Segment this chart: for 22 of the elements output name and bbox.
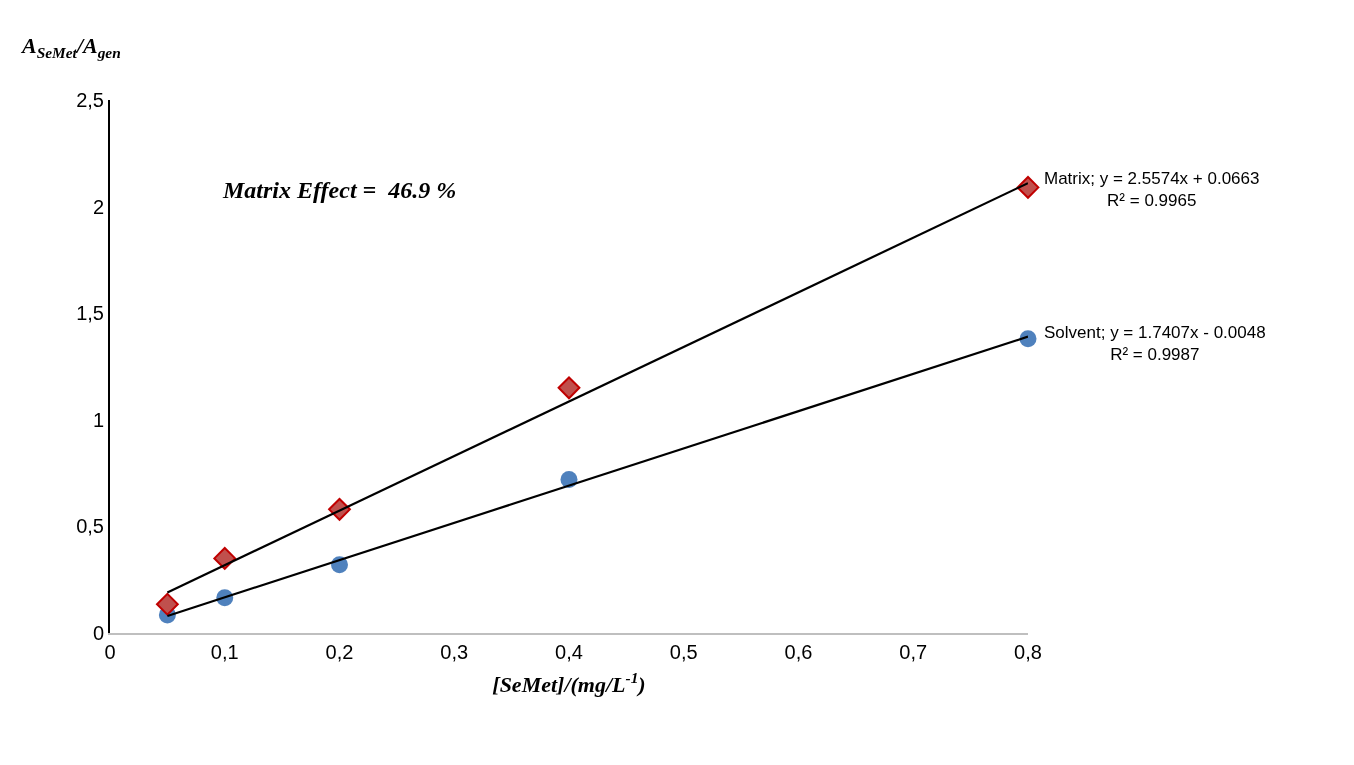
x-axis-title: [SeMet]/(mg/L$^{-1}$) (492, 669, 646, 698)
x-tick-label: 0,4 (555, 641, 583, 663)
annotation: Matrix; y = 2.5574x + 0.0663 R² = 0.9965 (1044, 169, 1260, 211)
x-tick-label: 0,1 (210, 641, 239, 663)
y-tick-label: 0 (92, 622, 104, 644)
point (1016, 176, 1040, 199)
x-tick-label: 0,6 (784, 641, 813, 663)
x-tick-label: 0,3 (440, 641, 469, 663)
y-tick-label: 2,5 (76, 89, 104, 111)
annotation: Solvent; y = 1.7407x - 0.0048 R² = 0.9987 (1044, 323, 1266, 365)
y-axis-title: A$_{SeMet}$/A$_{gen}$ (20, 33, 121, 61)
x-tick-label: 0,7 (899, 641, 928, 663)
point (155, 592, 179, 616)
y-tick-label: 1 (92, 408, 104, 431)
y-tick-label: 0,5 (76, 515, 104, 538)
y-tick-label: 2 (92, 195, 104, 218)
annotation: Matrix Effect = 46.9 % (222, 177, 457, 203)
x-tick-label: 0,5 (669, 641, 698, 663)
x-tick-label: 0,8 (1014, 641, 1042, 663)
x-tick-label: 0,2 (325, 641, 354, 663)
point (557, 376, 581, 400)
y-tick-label: 1,5 (76, 302, 104, 325)
